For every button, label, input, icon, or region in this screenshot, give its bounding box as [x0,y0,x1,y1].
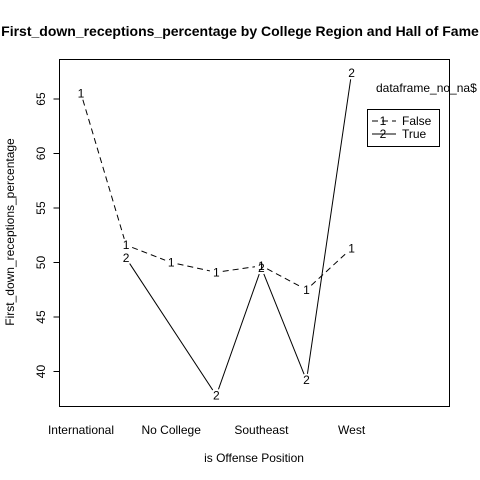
y-axis-title: First_down_receptions_percentage [3,138,17,326]
legend-label: True [402,127,427,141]
data-point: 2 [123,251,130,265]
data-point: 1 [78,87,85,101]
y-tick-label: 45 [34,310,48,324]
y-tick-label: 55 [34,201,48,215]
x-tick-label: No College [142,423,202,437]
series-false: 1 1 1 1 1 1 1 [78,87,356,297]
legend: dataframe_no_na$ 1 False 2 True [367,81,477,147]
series-segment [217,273,260,390]
series-segment [306,79,352,374]
y-tick-label: 65 [34,92,48,106]
x-axis-title: is Offense Position [204,451,304,465]
series-true: 2 2 2 2 2 [123,66,356,403]
series-segment [222,266,256,272]
legend-box [367,109,440,147]
series-segment [266,268,301,288]
y-tick-label: 40 [34,365,48,379]
chart-title: First_down_receptions_percentage by Coll… [1,23,479,39]
legend-label: False [402,114,432,128]
x-tick-label: International [48,423,114,437]
data-point: 2 [348,66,355,80]
data-point: 2 [258,261,265,275]
x-tick-label: West [338,423,366,437]
y-tick-label: 60 [34,147,48,161]
legend-symbol: 2 [380,127,387,141]
legend-title: dataframe_no_na$ [376,81,477,95]
series-segment [129,263,214,391]
series-segment [131,246,166,261]
legend-symbol: 1 [380,114,387,128]
series-segment [310,252,348,286]
x-tick-label: Southeast [234,423,289,437]
data-point: 2 [303,373,310,387]
y-axis: 40 45 50 55 60 65 [34,92,60,379]
data-point: 1 [213,265,220,279]
data-point: 1 [303,283,310,297]
data-point: 1 [168,256,175,270]
data-point: 1 [258,259,265,273]
data-point: 1 [348,241,355,255]
data-point: 2 [213,388,220,402]
series-segment [82,99,125,239]
x-axis: International No College Southeast West [48,423,366,437]
series-segment [263,273,305,375]
data-point: 1 [123,238,130,252]
series-segment [177,263,211,272]
y-tick-label: 50 [34,256,48,270]
